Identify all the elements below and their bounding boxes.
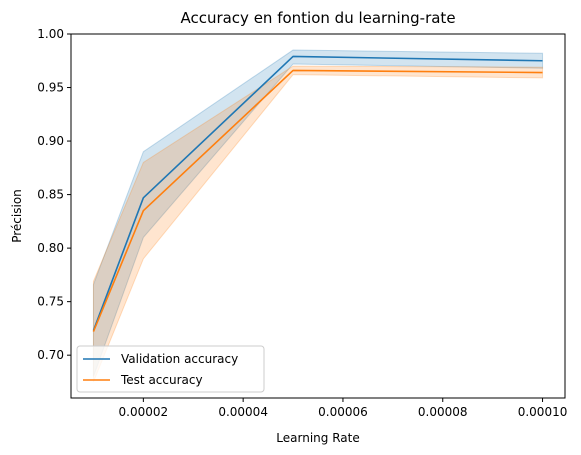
y-tick-label: 0.80 bbox=[37, 241, 64, 255]
legend: Validation accuracy Test accuracy bbox=[76, 345, 265, 393]
x-tick-label: 0.00008 bbox=[418, 405, 468, 419]
y-tick-label: 0.70 bbox=[37, 348, 64, 362]
y-tick-label: 0.95 bbox=[37, 81, 64, 95]
y-tick-label: 0.85 bbox=[37, 188, 64, 202]
confidence-bands bbox=[92, 49, 544, 383]
series-lines bbox=[92, 55, 543, 332]
legend-box bbox=[76, 345, 265, 393]
line-series-2 bbox=[92, 69, 543, 332]
x-tick-label: 0.00002 bbox=[119, 405, 169, 419]
line-series-1 bbox=[92, 55, 543, 331]
y-axis: 0.70 0.75 0.80 0.85 0.90 0.95 1.00 bbox=[37, 27, 71, 362]
x-axis-label: Learning Rate bbox=[276, 431, 359, 445]
chart-title: Accuracy en fontion du learning-rate bbox=[180, 9, 455, 27]
x-axis: 0.00002 0.00004 0.00006 0.00008 0.00010 bbox=[119, 398, 568, 419]
band-series-1 bbox=[92, 49, 544, 377]
y-tick-label: 0.75 bbox=[37, 295, 64, 309]
band-series-2 bbox=[92, 65, 544, 383]
x-tick-label: 0.00010 bbox=[518, 405, 568, 419]
x-tick-label: 0.00006 bbox=[318, 405, 368, 419]
plot-frame bbox=[70, 33, 566, 399]
y-tick-label: 1.00 bbox=[37, 27, 64, 41]
y-axis-label: Précision bbox=[10, 189, 24, 243]
x-tick-label: 0.00004 bbox=[218, 405, 268, 419]
legend-label-series-1: Validation accuracy bbox=[121, 352, 238, 366]
legend-label-series-2: Test accuracy bbox=[120, 373, 203, 387]
y-tick-label: 0.90 bbox=[37, 134, 64, 148]
